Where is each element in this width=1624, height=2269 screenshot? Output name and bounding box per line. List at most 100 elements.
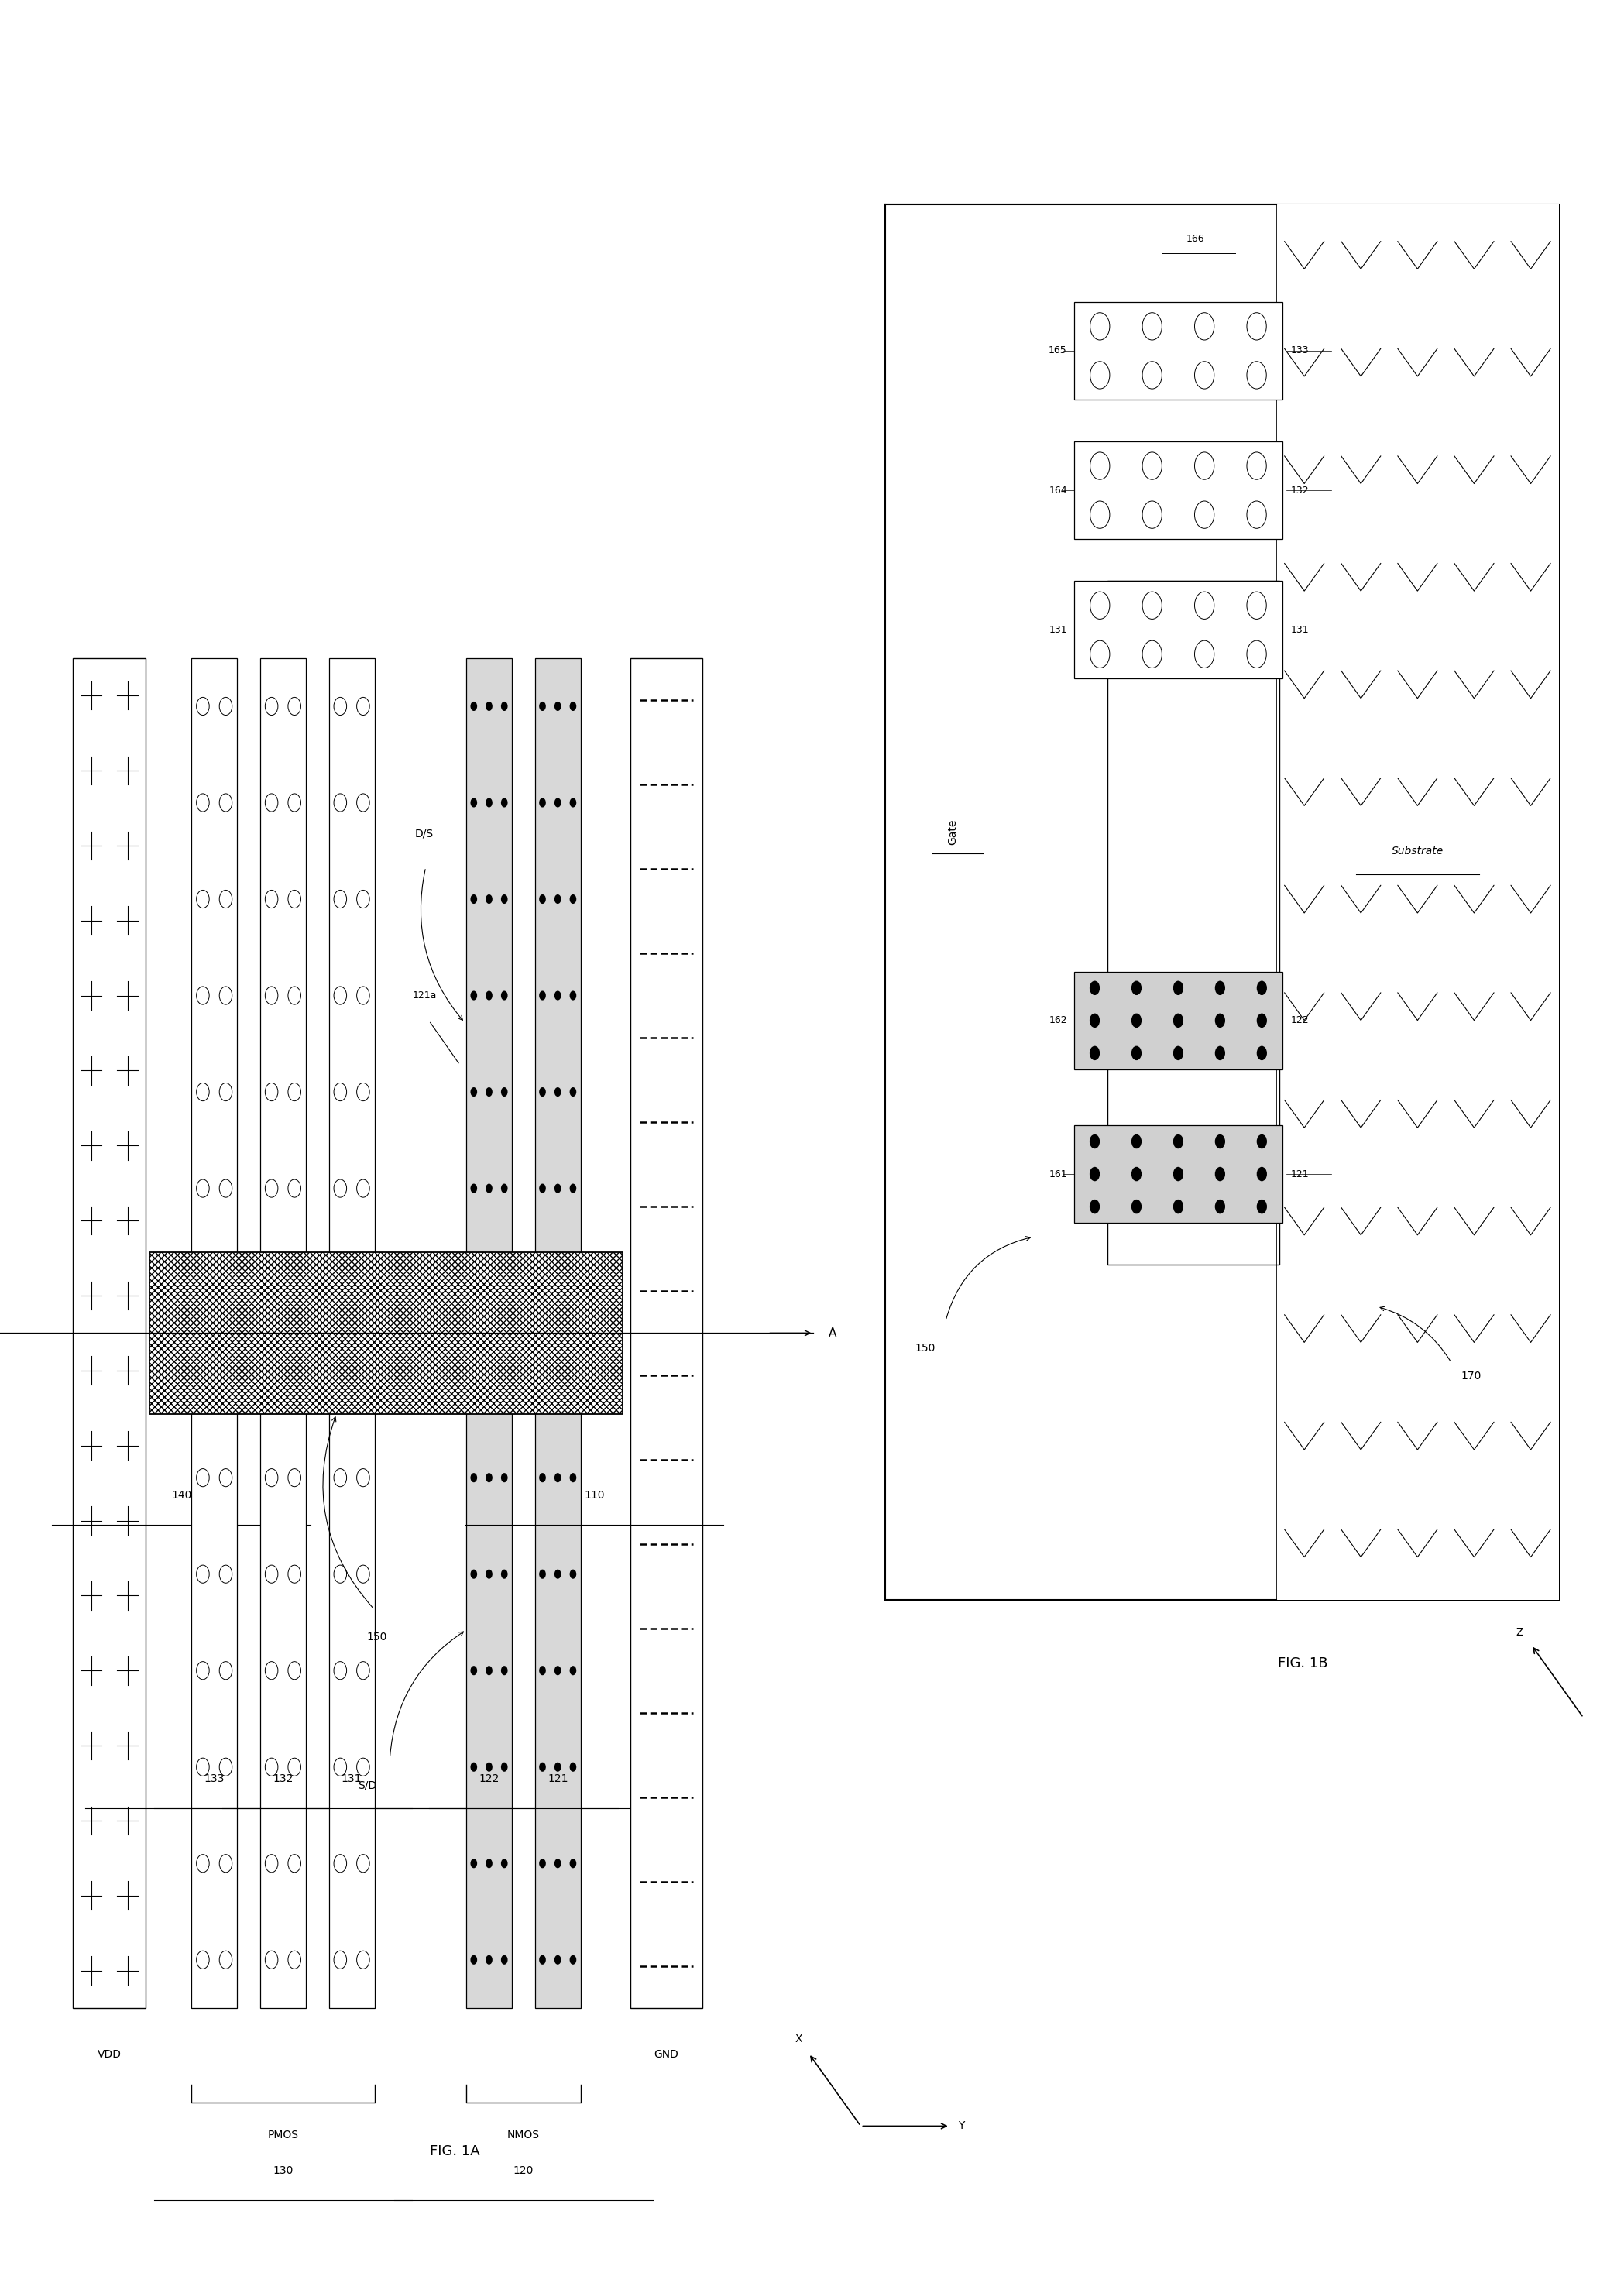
Circle shape [1257,1166,1267,1182]
Circle shape [500,799,508,808]
Circle shape [570,1956,577,1965]
Circle shape [486,1184,492,1193]
Circle shape [486,1956,492,1965]
Circle shape [1173,1134,1184,1148]
Bar [630,658,703,2008]
Circle shape [471,1473,477,1482]
Circle shape [1257,1200,1267,1214]
Text: 132: 132 [1291,486,1309,495]
Circle shape [486,1473,492,1482]
Text: PMOS: PMOS [268,2131,299,2140]
Circle shape [471,992,477,1001]
Circle shape [486,1280,492,1289]
Text: Substrate: Substrate [1392,846,1444,858]
Circle shape [554,799,562,808]
Circle shape [486,799,492,808]
Circle shape [486,1665,492,1675]
Circle shape [471,799,477,808]
Circle shape [500,1570,508,1579]
Circle shape [486,1570,492,1579]
Circle shape [1090,1200,1099,1214]
Text: NMOS: NMOS [507,2131,539,2140]
Bar [885,204,1276,1600]
Text: 121a: 121a [412,992,437,1001]
Circle shape [1132,1046,1142,1060]
Bar [1073,581,1283,678]
Text: D/S: D/S [414,828,434,840]
Circle shape [1215,1134,1224,1148]
Circle shape [486,701,492,710]
Bar [1073,302,1283,399]
Circle shape [486,992,492,1001]
Text: 122: 122 [479,1772,499,1783]
Circle shape [1090,980,1099,996]
Circle shape [500,1473,508,1482]
Circle shape [554,1570,562,1579]
Bar [1073,1125,1283,1223]
Circle shape [1173,1166,1184,1182]
Circle shape [554,894,562,903]
Circle shape [1132,1014,1142,1028]
Circle shape [500,1087,508,1096]
Circle shape [1257,980,1267,996]
Circle shape [500,1184,508,1193]
Text: 110: 110 [585,1491,604,1500]
Text: A: A [828,1327,836,1339]
Circle shape [1090,1166,1099,1182]
Circle shape [539,1763,546,1772]
Circle shape [1215,1046,1224,1060]
Circle shape [539,992,546,1001]
Circle shape [471,1570,477,1579]
Circle shape [539,1087,546,1096]
Circle shape [539,1665,546,1675]
Circle shape [471,1858,477,1867]
Circle shape [471,1956,477,1965]
Text: 133: 133 [205,1772,224,1783]
Text: 164: 164 [1049,486,1067,495]
Circle shape [471,1087,477,1096]
Circle shape [500,894,508,903]
Circle shape [554,1377,562,1386]
Bar [534,658,581,2008]
Circle shape [1173,980,1184,996]
Bar [1073,971,1283,1069]
Circle shape [554,1184,562,1193]
Bar [1073,442,1283,540]
Text: Y: Y [958,2122,965,2131]
Circle shape [471,1665,477,1675]
Text: 122: 122 [1291,1017,1309,1026]
Text: Z: Z [1515,1627,1523,1638]
Circle shape [500,1858,508,1867]
Circle shape [1257,1014,1267,1028]
Circle shape [539,1184,546,1193]
Circle shape [500,1377,508,1386]
Circle shape [554,1473,562,1482]
Circle shape [1215,1166,1224,1182]
Text: 165: 165 [1049,345,1067,356]
Text: X: X [794,2033,802,2044]
Circle shape [554,1763,562,1772]
Bar [1276,204,1559,1600]
Circle shape [471,1280,477,1289]
Circle shape [570,1087,577,1096]
Circle shape [500,1665,508,1675]
Circle shape [554,1087,562,1096]
Text: FIG. 1A: FIG. 1A [430,2144,479,2158]
Circle shape [539,1473,546,1482]
Circle shape [570,1184,577,1193]
Bar [328,658,375,2008]
Circle shape [539,1377,546,1386]
Circle shape [486,1377,492,1386]
Circle shape [1257,1046,1267,1060]
Circle shape [500,992,508,1001]
Text: 163: 163 [1114,926,1132,935]
Circle shape [539,1570,546,1579]
Circle shape [570,1570,577,1579]
Text: 131: 131 [341,1772,362,1783]
Circle shape [471,1763,477,1772]
Text: 121: 121 [1291,1169,1309,1180]
Bar [1108,581,1280,1264]
Circle shape [554,1858,562,1867]
Circle shape [1132,1166,1142,1182]
Circle shape [486,1858,492,1867]
